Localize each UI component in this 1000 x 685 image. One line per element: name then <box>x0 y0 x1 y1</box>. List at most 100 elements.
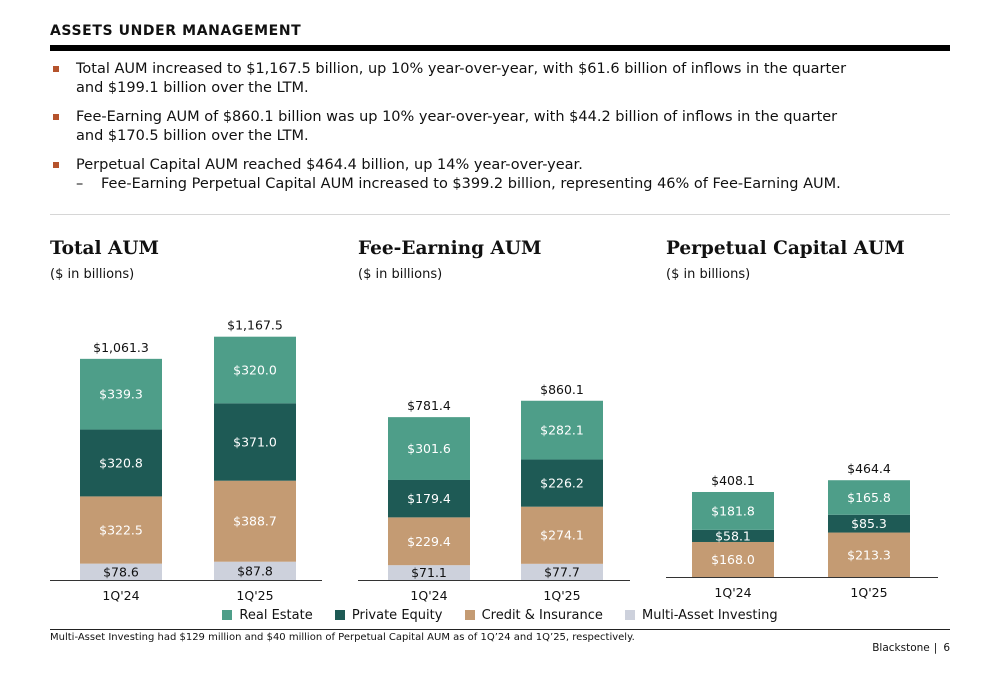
bullet-text: and $199.1 billion over the LTM. <box>76 80 309 96</box>
data-label: $85.3 <box>851 516 887 531</box>
summary-bullets: Total AUM increased to $1,167.5 billion,… <box>50 60 950 204</box>
total-label: $1,061.3 <box>93 340 149 355</box>
footer-divider: | <box>933 642 938 654</box>
data-label: $339.3 <box>99 387 143 402</box>
bar-segment-multi-asset-investing <box>80 563 162 580</box>
legend-item-real-estate: Real Estate <box>222 608 313 623</box>
x-tick-label: 1Q'25 <box>850 585 887 600</box>
chart-header-fee-earning-aum: Fee-Earning AUM ($ in billions) <box>358 238 541 282</box>
x-tick-label: 1Q'24 <box>102 588 139 603</box>
bar-segment-private-equity <box>692 529 774 542</box>
bar-segment-credit-insurance <box>80 496 162 564</box>
bullet-text: Fee-Earning AUM of $860.1 billion was up… <box>76 109 838 125</box>
bullet-text: and $170.5 billion over the LTM. <box>76 128 309 144</box>
bar-segment-private-equity <box>214 403 296 481</box>
data-label: $320.8 <box>99 455 143 470</box>
bullet-perpetual-capital-aum: Perpetual Capital AUM reached $464.4 bil… <box>50 156 950 194</box>
bar-segment-private-equity <box>80 429 162 497</box>
bar-segment-credit-insurance <box>214 480 296 562</box>
data-label: $168.0 <box>711 552 755 567</box>
total-label: $1,167.5 <box>227 318 283 333</box>
legend-label: Real Estate <box>239 608 313 623</box>
bar-segment-credit-insurance <box>828 532 910 577</box>
data-label: $371.0 <box>233 435 277 450</box>
data-label: $226.2 <box>540 476 584 491</box>
legend-swatch-real-estate <box>222 610 233 620</box>
bar-segment-real-estate <box>828 480 910 515</box>
chart-title: Perpetual Capital AUM <box>666 238 905 259</box>
legend-swatch-multi-asset-investing <box>624 610 635 620</box>
chart-title: Total AUM <box>50 238 159 259</box>
sub-bullet-dash: – <box>76 176 84 192</box>
data-label: $388.7 <box>233 514 277 529</box>
footnote-rule <box>50 629 950 630</box>
chart-units: ($ in billions) <box>50 267 135 282</box>
bullet-fee-earning-aum: Fee-Earning AUM of $860.1 billion was up… <box>50 108 950 146</box>
bar-segment-multi-asset-investing <box>521 563 603 580</box>
data-label: $181.8 <box>711 503 755 518</box>
bar-segment-real-estate <box>214 336 296 404</box>
section-divider <box>50 214 950 215</box>
x-tick-label: 1Q'25 <box>236 588 273 603</box>
page-footer: Blackstone | 6 <box>872 642 950 654</box>
bullet-total-aum: Total AUM increased to $1,167.5 billion,… <box>50 60 950 98</box>
sub-bullet-text: Fee-Earning Perpetual Capital AUM increa… <box>101 176 841 192</box>
sub-bullet: – Fee-Earning Perpetual Capital AUM incr… <box>76 175 950 194</box>
page-number: 6 <box>943 642 950 654</box>
chart-title: Fee-Earning AUM <box>358 238 542 259</box>
footer-company: Blackstone <box>872 642 930 654</box>
bar-segment-private-equity <box>828 514 910 533</box>
legend: Real Estate Private Equity Credit & Insu… <box>0 608 1000 623</box>
legend-label: Credit & Insurance <box>481 608 603 623</box>
data-label: $282.1 <box>540 423 584 438</box>
data-label: $58.1 <box>715 528 751 543</box>
bar-segment-credit-insurance <box>521 506 603 564</box>
legend-swatch-private-equity <box>334 610 345 620</box>
bar-segment-real-estate <box>80 358 162 430</box>
data-label: $179.4 <box>407 491 451 506</box>
legend-label: Multi-Asset Investing <box>641 608 778 623</box>
section-title: ASSETS UNDER MANAGEMENT <box>50 23 302 39</box>
legend-item-multi-asset-investing: Multi-Asset Investing <box>624 608 778 623</box>
x-tick-label: 1Q'25 <box>543 588 580 603</box>
bar-segment-multi-asset-investing <box>214 561 296 580</box>
legend-item-credit-insurance: Credit & Insurance <box>464 608 603 623</box>
bullet-text: Perpetual Capital AUM reached $464.4 bil… <box>76 157 583 173</box>
total-label: $464.4 <box>847 461 891 476</box>
bar-segment-real-estate <box>521 400 603 460</box>
data-label: $213.3 <box>847 547 891 562</box>
data-label: $320.0 <box>233 363 277 378</box>
data-label: $77.7 <box>544 564 580 579</box>
total-label: $860.1 <box>540 382 584 397</box>
data-label: $78.6 <box>103 564 139 579</box>
data-label: $274.1 <box>540 528 584 543</box>
total-label: $408.1 <box>711 473 755 488</box>
x-tick-label: 1Q'24 <box>410 588 447 603</box>
bullet-marker <box>53 66 59 72</box>
data-label: $165.8 <box>847 490 891 505</box>
bullet-text: Total AUM increased to $1,167.5 billion,… <box>76 61 847 77</box>
total-label: $781.4 <box>407 398 451 413</box>
footnote: Multi-Asset Investing had $129 million a… <box>50 632 635 643</box>
title-rule <box>50 45 950 51</box>
legend-swatch-credit-insurance <box>464 610 475 620</box>
data-label: $322.5 <box>99 523 143 538</box>
bar-segment-credit-insurance <box>692 541 774 577</box>
legend-item-private-equity: Private Equity <box>334 608 443 623</box>
bar-segment-credit-insurance <box>388 517 470 566</box>
data-label: $229.4 <box>407 534 451 549</box>
bar-segment-multi-asset-investing <box>388 565 470 580</box>
chart-units: ($ in billions) <box>666 267 751 282</box>
bullet-marker <box>53 114 59 120</box>
bar-segment-private-equity <box>521 459 603 507</box>
data-label: $71.1 <box>411 565 447 580</box>
bar-segment-private-equity <box>388 479 470 518</box>
x-tick-label: 1Q'24 <box>714 585 751 600</box>
chart-header-total-aum: Total AUM ($ in billions) <box>50 238 159 282</box>
legend-label: Private Equity <box>351 608 443 623</box>
data-label: $301.6 <box>407 441 451 456</box>
data-label: $87.8 <box>237 563 273 578</box>
bar-segment-real-estate <box>692 491 774 530</box>
chart-header-perpetual-capital-aum: Perpetual Capital AUM ($ in billions) <box>666 238 905 282</box>
